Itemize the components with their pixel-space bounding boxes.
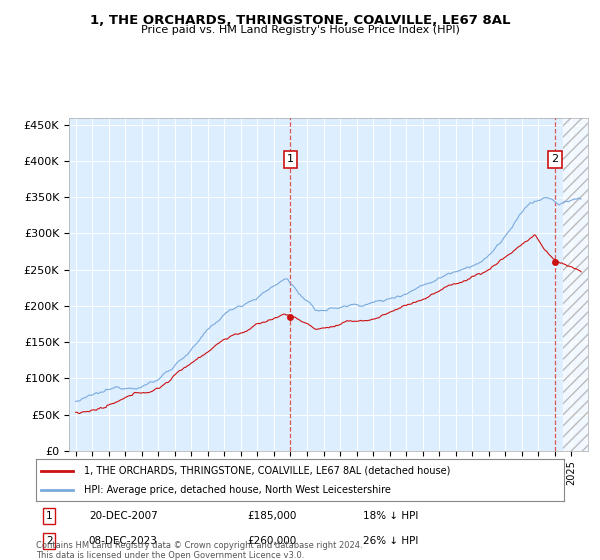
Text: HPI: Average price, detached house, North West Leicestershire: HPI: Average price, detached house, Nort… bbox=[83, 485, 391, 495]
Text: 08-DEC-2023: 08-DEC-2023 bbox=[89, 536, 158, 546]
Text: 1: 1 bbox=[287, 154, 294, 164]
Text: 26% ↓ HPI: 26% ↓ HPI bbox=[364, 536, 419, 546]
Text: Price paid vs. HM Land Registry's House Price Index (HPI): Price paid vs. HM Land Registry's House … bbox=[140, 25, 460, 35]
Bar bbox=[563, 118, 588, 451]
Text: 2: 2 bbox=[551, 154, 559, 164]
Bar bbox=[563, 118, 588, 451]
Text: 1: 1 bbox=[46, 511, 53, 521]
Text: £185,000: £185,000 bbox=[247, 511, 296, 521]
Text: Contains HM Land Registry data © Crown copyright and database right 2024.
This d: Contains HM Land Registry data © Crown c… bbox=[36, 540, 362, 560]
Text: £260,000: £260,000 bbox=[247, 536, 296, 546]
Text: 2: 2 bbox=[46, 536, 53, 546]
Text: 18% ↓ HPI: 18% ↓ HPI bbox=[364, 511, 419, 521]
Text: 1, THE ORCHARDS, THRINGSTONE, COALVILLE, LE67 8AL: 1, THE ORCHARDS, THRINGSTONE, COALVILLE,… bbox=[90, 14, 510, 27]
Text: 20-DEC-2007: 20-DEC-2007 bbox=[89, 511, 158, 521]
Text: 1, THE ORCHARDS, THRINGSTONE, COALVILLE, LE67 8AL (detached house): 1, THE ORCHARDS, THRINGSTONE, COALVILLE,… bbox=[83, 465, 450, 475]
